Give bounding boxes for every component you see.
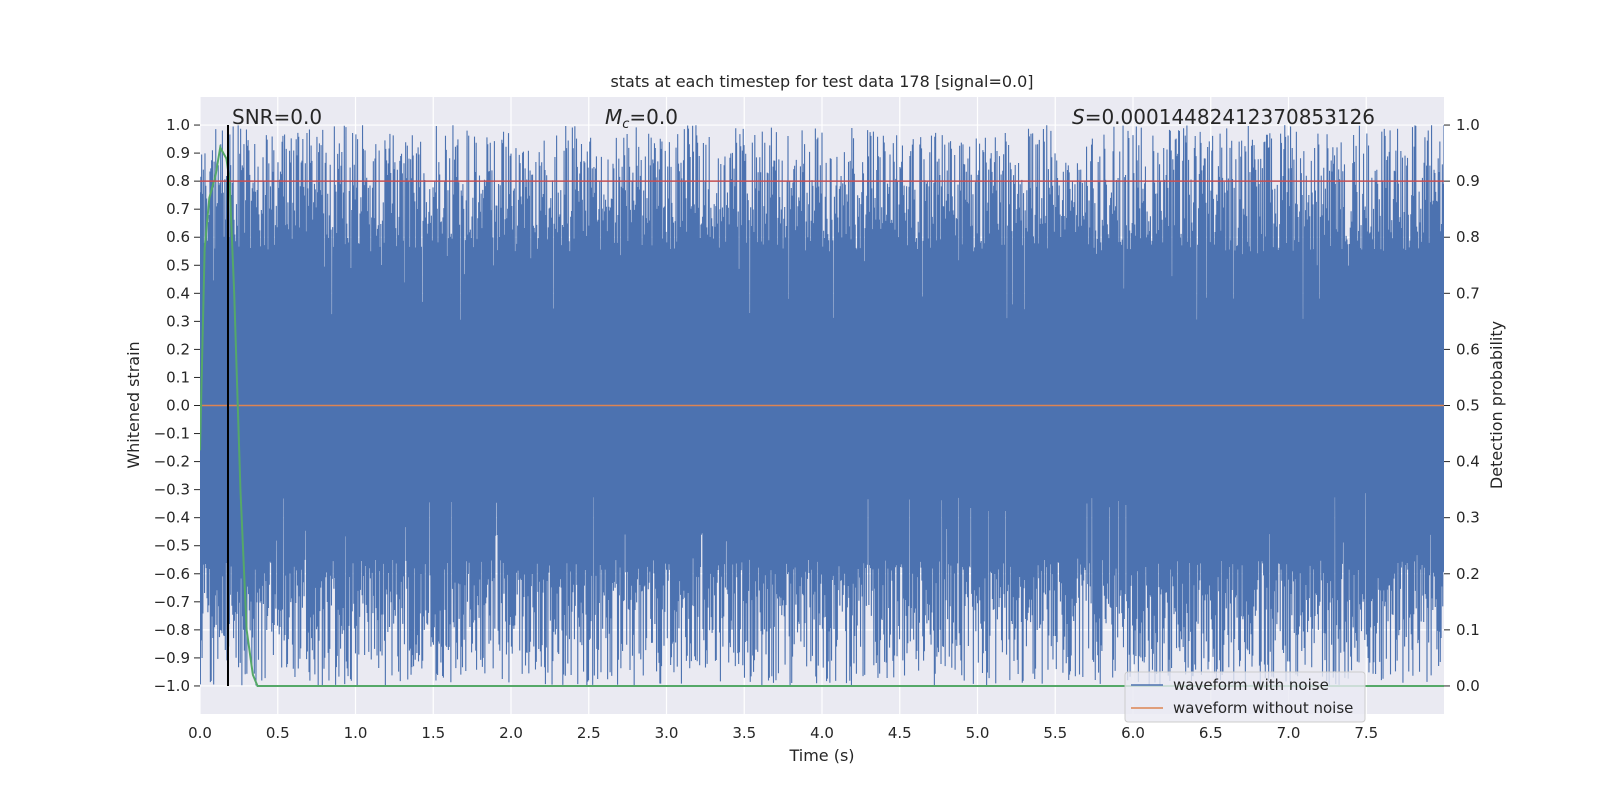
x-tick-label: 3.0: [655, 724, 679, 742]
y2-tick-label: 0.3: [1456, 509, 1480, 527]
y2-tick-label: 0.8: [1456, 228, 1480, 246]
x-tick-label: 5.5: [1043, 724, 1067, 742]
y-tick-label: −1.0: [154, 677, 190, 695]
y2-tick-labels: 1.0 0.9 0.8 0.7 0.6 0.5 0.4 0.3 0.2 0.1 0.0: [1444, 116, 1480, 695]
legend-label-clean: waveform without noise: [1173, 699, 1353, 717]
x-tick-label: 0.5: [266, 724, 290, 742]
y-tick-labels: 1.0 0.9 0.8 0.7 0.6 0.5 0.4 0.3 0.2 0.1 0.0 −0.1 −0.…: [154, 116, 200, 695]
x-tick-label: 7.0: [1277, 724, 1301, 742]
y2-tick-label: 0.7: [1456, 284, 1480, 302]
y2-tick-label: 1.0: [1456, 116, 1480, 134]
x-tick-label: 4.5: [888, 724, 912, 742]
x-tick-label: 4.0: [810, 724, 834, 742]
y-tick-label: −0.3: [154, 481, 190, 499]
y-tick-label: 1.0: [166, 116, 190, 134]
y-tick-label: 0.6: [166, 228, 190, 246]
y-tick-label: −0.4: [154, 509, 190, 527]
y2-tick-label: 0.2: [1456, 565, 1480, 583]
x-tick-label: 2.0: [499, 724, 523, 742]
y2-tick-label: 0.6: [1456, 340, 1480, 358]
x-tick-label: 6.0: [1121, 724, 1145, 742]
x-axis-label: Time (s): [788, 746, 854, 765]
chart-title: stats at each timestep for test data 178…: [610, 72, 1033, 91]
x-tick-label: 2.5: [577, 724, 601, 742]
x-tick-label: 0.0: [188, 724, 212, 742]
y2-tick-label: 0.1: [1456, 621, 1480, 639]
s-annotation: S=0.00014482412370853126: [1072, 105, 1375, 129]
y-tick-label: 0.9: [166, 144, 190, 162]
x-tick-label: 1.5: [421, 724, 445, 742]
y-tick-label: −0.7: [154, 593, 190, 611]
y-tick-label: 0.0: [166, 397, 190, 415]
y-tick-label: −0.9: [154, 649, 190, 667]
snr-annotation: SNR=0.0: [232, 105, 322, 129]
y-tick-label: −0.5: [154, 537, 190, 555]
y-tick-label: 0.3: [166, 312, 190, 330]
y-tick-label: −0.2: [154, 453, 190, 471]
y-tick-label: 0.1: [166, 368, 190, 386]
y2-tick-label: 0.4: [1456, 453, 1480, 471]
y-tick-label: 0.8: [166, 172, 190, 190]
x-tick-labels: 0.0 0.5 1.0 1.5 2.0 2.5 3.0 3.5 4.0 4.5 5.0 5.5 6.0 6…: [188, 724, 1378, 742]
y2-tick-label: 0.9: [1456, 172, 1480, 190]
y2-tick-label: 0.0: [1456, 677, 1480, 695]
x-tick-label: 1.0: [344, 724, 368, 742]
y-tick-label: 0.2: [166, 340, 190, 358]
series-waveform-with-noise: [200, 125, 1444, 686]
y-tick-label: 0.7: [166, 200, 190, 218]
y-tick-label: −0.6: [154, 565, 190, 583]
chirp-mass-annotation: Mc=0.0: [605, 105, 678, 132]
x-tick-label: 7.5: [1354, 724, 1378, 742]
y-tick-label: 0.4: [166, 284, 190, 302]
legend-label-noise: waveform with noise: [1173, 676, 1329, 694]
series-detection-probability: [200, 144, 1444, 687]
legend-box: [1124, 671, 1366, 723]
y-tick-label: −0.1: [154, 425, 190, 443]
x-tick-label: 5.0: [966, 724, 990, 742]
legend: waveform with noise waveform without noi…: [1124, 671, 1366, 723]
x-tick-label: 3.5: [732, 724, 756, 742]
y2-axis-label: Detection probability: [1487, 321, 1506, 489]
x-tick-label: 6.5: [1199, 724, 1223, 742]
y-tick-label: 0.5: [166, 256, 190, 274]
y-tick-label: −0.8: [154, 621, 190, 639]
y2-tick-label: 0.5: [1456, 397, 1480, 415]
y-axis-label: Whitened strain: [124, 341, 143, 468]
